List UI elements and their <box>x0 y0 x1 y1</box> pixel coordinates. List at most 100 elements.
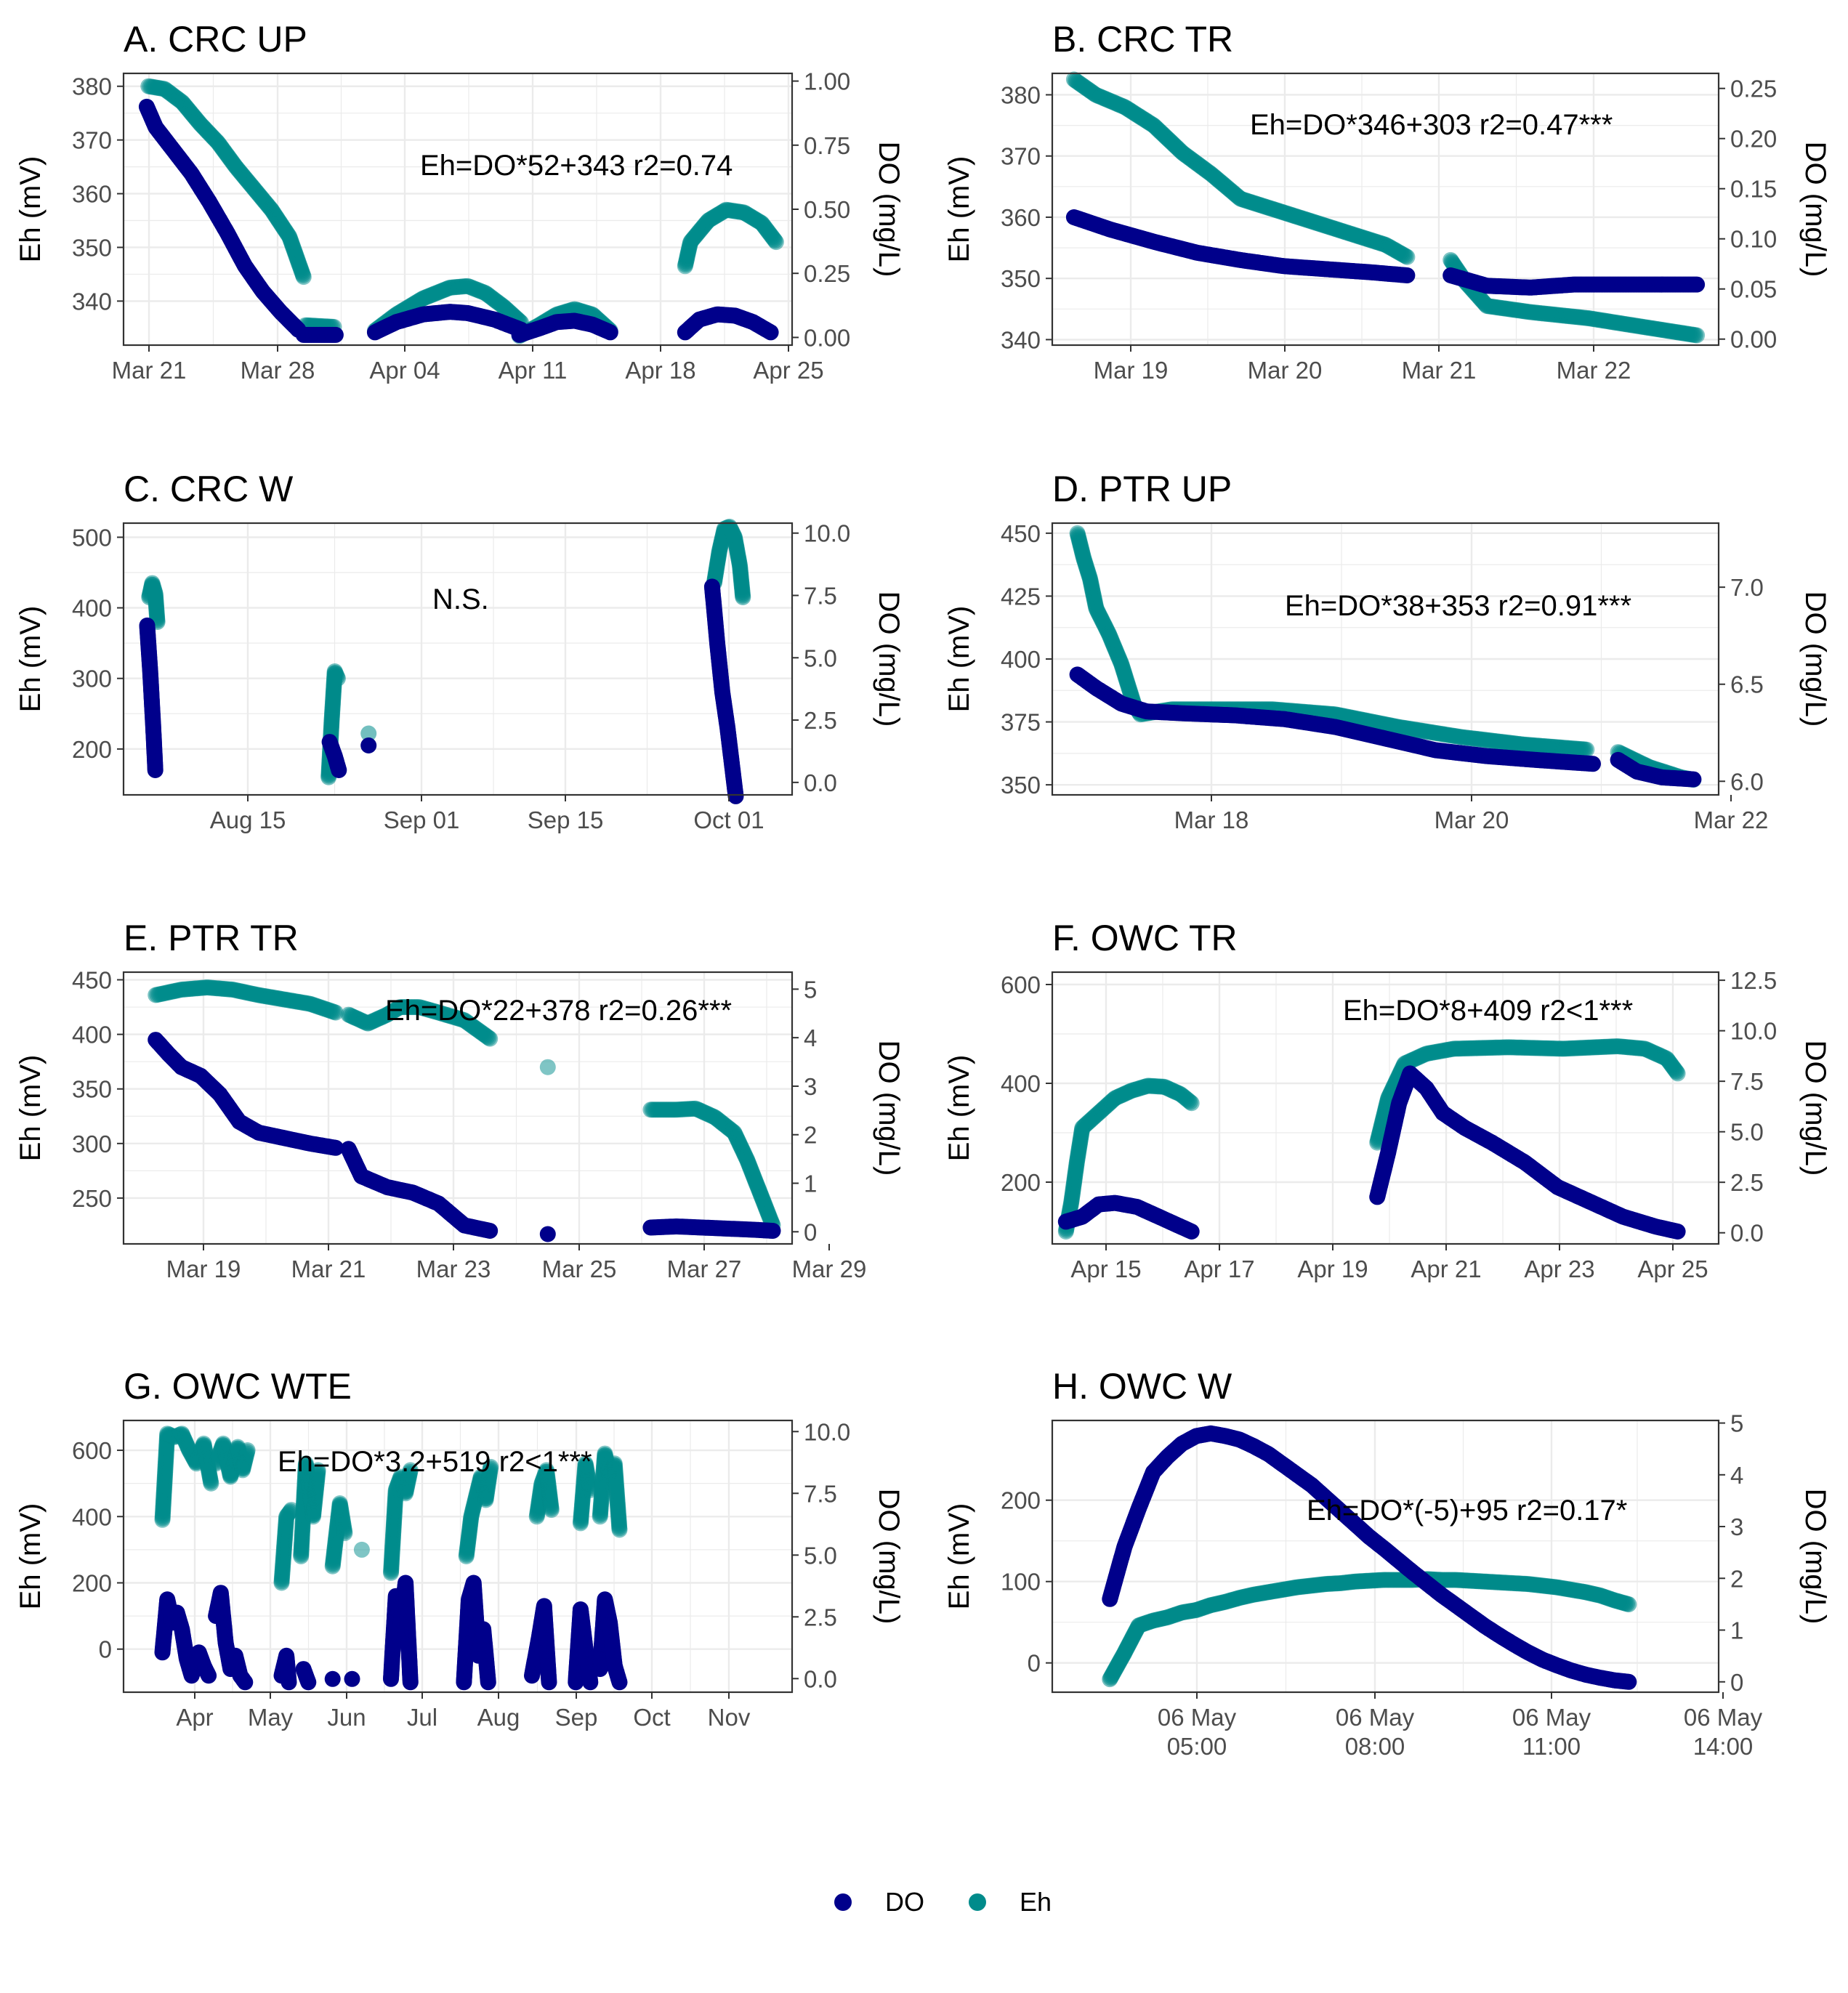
do-tick-label: 12.5 <box>1730 967 1777 994</box>
do-series-point <box>360 737 377 753</box>
x-tick-label: Apr 11 <box>499 357 568 384</box>
do-tick-label: 4 <box>804 1024 817 1051</box>
do-tick-label: 0.0 <box>804 769 837 796</box>
eh-axis-label: Eh (mV) <box>943 156 975 263</box>
do-tick-label: 0.05 <box>1730 276 1777 303</box>
do-tick-label: 2.5 <box>1730 1169 1764 1196</box>
do-tick-label: 5 <box>804 976 817 1003</box>
do-series-point <box>762 324 779 341</box>
do-tick-label: 0.0 <box>1730 1220 1764 1247</box>
x-tick-label: Apr 25 <box>1637 1256 1708 1282</box>
do-tick-label: 7.0 <box>1730 574 1764 601</box>
do-axis-label: DO (mg/L) <box>1799 1040 1831 1176</box>
do-tick-label: 0.00 <box>1730 326 1777 353</box>
panel-title: E. PTR TR <box>124 918 299 958</box>
do-series-point <box>1685 771 1702 788</box>
panel-annotation: Eh=DO*38+353 r2=0.91*** <box>1285 590 1631 622</box>
eh-axis-label: Eh (mV) <box>15 606 47 713</box>
do-series-point <box>602 324 618 341</box>
eh-series-point <box>1183 1095 1200 1112</box>
eh-tick-label: 450 <box>72 967 112 994</box>
eh-series-point <box>539 1059 556 1075</box>
eh-tick-label: 200 <box>1001 1169 1041 1196</box>
eh-series-point <box>353 1541 370 1558</box>
eh-tick-label: 300 <box>72 1131 112 1157</box>
eh-tick-label: 370 <box>72 127 112 154</box>
eh-tick-label: 300 <box>72 666 112 692</box>
do-tick-label: 0.50 <box>804 196 850 223</box>
x-tick-label: Mar 25 <box>542 1256 617 1282</box>
x-tick-label: Mar 19 <box>166 1256 241 1282</box>
do-tick-label: 0.25 <box>1730 76 1777 102</box>
do-series-point <box>1585 756 1601 772</box>
eh-axis-label: Eh (mV) <box>15 1055 47 1162</box>
do-tick-label: 0.20 <box>1730 126 1777 153</box>
eh-tick-label: 340 <box>72 288 112 315</box>
eh-axis-label: Eh (mV) <box>943 1055 975 1162</box>
do-tick-label: 6.5 <box>1730 671 1764 698</box>
do-series-point <box>1183 1224 1200 1240</box>
eh-axis-label: Eh (mV) <box>943 606 975 713</box>
plot-background <box>1052 73 1719 345</box>
do-series-point <box>147 762 164 778</box>
x-tick-label: Mar 28 <box>241 357 315 384</box>
panel-annotation: Eh=DO*52+343 r2=0.74 <box>420 150 733 182</box>
x-tick-label: Mar 27 <box>667 1256 742 1282</box>
eh-tick-label: 350 <box>1001 772 1041 799</box>
do-series-point <box>727 788 744 804</box>
x-tick-label: Apr 21 <box>1411 1256 1481 1282</box>
x-tick-label: Mar 20 <box>1248 357 1323 384</box>
do-axis-label: DO (mg/L) <box>873 1040 905 1176</box>
eh-series-point <box>329 670 346 687</box>
do-series <box>138 98 779 343</box>
eh-series-point <box>1689 327 1706 344</box>
eh-series-point <box>735 589 751 605</box>
do-series-point <box>1689 276 1706 293</box>
do-axis-label: DO (mg/L) <box>873 142 905 278</box>
panel-title: A. CRC UP <box>124 19 307 60</box>
do-tick-label: 0.10 <box>1730 226 1777 253</box>
panel-annotation: Eh=DO*346+303 r2=0.47*** <box>1250 109 1613 141</box>
eh-axis-label: Eh (mV) <box>15 156 47 263</box>
do-tick-label: 6.0 <box>1730 768 1764 795</box>
do-tick-label: 10.0 <box>1730 1018 1777 1045</box>
panel-annotation: N.S. <box>432 583 489 615</box>
do-tick-label: 10.0 <box>804 520 850 547</box>
x-tick-label: Apr 19 <box>1297 1256 1368 1282</box>
eh-tick-label: 600 <box>1001 971 1041 998</box>
eh-tick-label: 380 <box>1001 81 1041 108</box>
eh-tick-label: 375 <box>1001 709 1041 736</box>
x-tick-label: Mar 22 <box>1557 357 1631 384</box>
panel-b: 3403503603703800.000.050.100.150.200.25M… <box>943 19 1831 384</box>
do-tick-label: 2 <box>804 1122 817 1149</box>
do-tick-label: 0 <box>804 1218 817 1245</box>
do-tick-label: 0.75 <box>804 132 850 159</box>
do-tick-label: 0.00 <box>804 324 850 351</box>
plot-background <box>124 523 792 795</box>
panel-title: F. OWC TR <box>1052 918 1238 958</box>
eh-tick-label: 380 <box>72 73 112 100</box>
x-tick-label: Mar 23 <box>416 1256 491 1282</box>
do-series-point <box>1399 267 1416 283</box>
do-axis-label: DO (mg/L) <box>1799 142 1831 278</box>
x-tick-label: Sep 15 <box>528 807 604 833</box>
do-tick-label: 3 <box>804 1073 817 1100</box>
panel-title: B. CRC TR <box>1052 19 1233 60</box>
do-tick-label: 1.00 <box>804 68 850 95</box>
eh-series-point <box>295 269 312 286</box>
eh-tick-label: 450 <box>1001 520 1041 547</box>
eh-series-point <box>1399 248 1416 265</box>
x-tick-label: Mar 21 <box>1402 357 1477 384</box>
panel-title: C. CRC W <box>124 469 294 509</box>
eh-tick-label: 340 <box>1001 326 1041 353</box>
x-tick-label: Mar 22 <box>1694 807 1769 833</box>
x-tick-label: Mar 18 <box>1174 807 1249 833</box>
x-tick-label: Mar 20 <box>1435 807 1509 833</box>
x-tick-label: Aug 15 <box>210 807 286 833</box>
x-tick-label: Oct 01 <box>693 807 764 833</box>
